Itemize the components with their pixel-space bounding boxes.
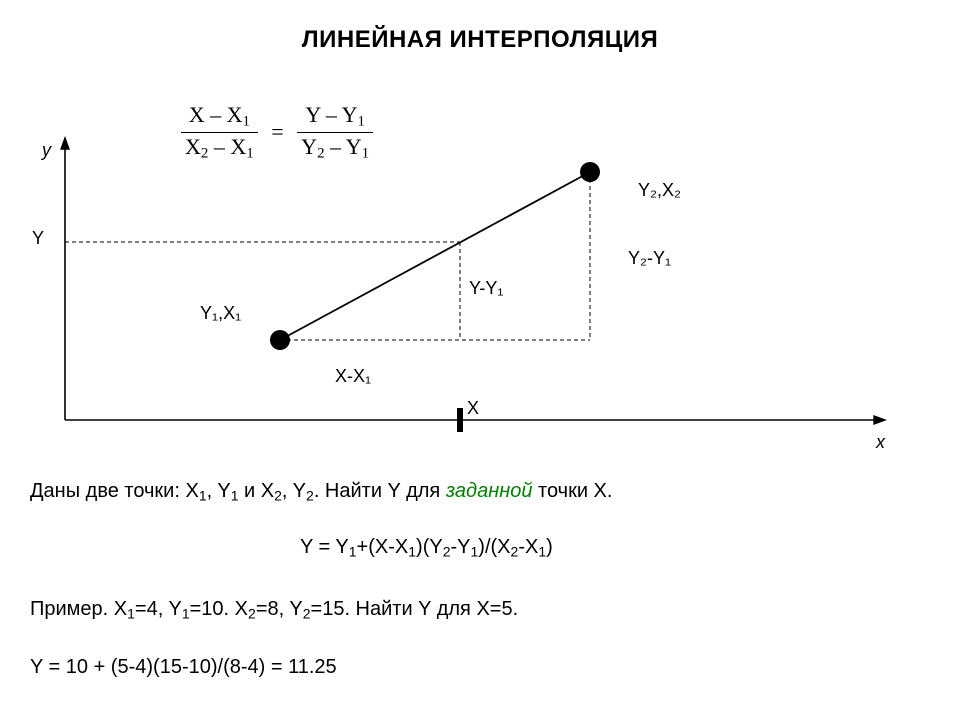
y-minus-y1-label: Y-Y₁: [469, 278, 503, 299]
x-minus-x1-label: X-X₁: [335, 366, 371, 387]
axis-Y-mark: Y: [32, 228, 44, 249]
axis-X-mark: X: [467, 398, 479, 419]
result-line: Y = 10 + (5-4)(15-10)/(8-4) = 11.25: [30, 656, 337, 679]
problem-statement: Даны две точки: X1, Y1 и X2, Y2. Найти Y…: [30, 480, 612, 504]
point1-label: Y₁,X₁: [200, 303, 241, 324]
page-title: ЛИНЕЙНАЯ ИНТЕРПОЛЯЦИЯ: [0, 26, 960, 54]
point2-label: Y₂,X₂: [638, 180, 681, 201]
solution-formula: Y = Y1+(X-X1)(Y2-Y1)/(X2-X1): [300, 536, 553, 560]
example-line: Пример. X1=4, Y1=10. X2=8, Y2=15. Найти …: [30, 598, 518, 622]
y2-minus-y1-label: Y₂-Y₁: [628, 248, 671, 269]
